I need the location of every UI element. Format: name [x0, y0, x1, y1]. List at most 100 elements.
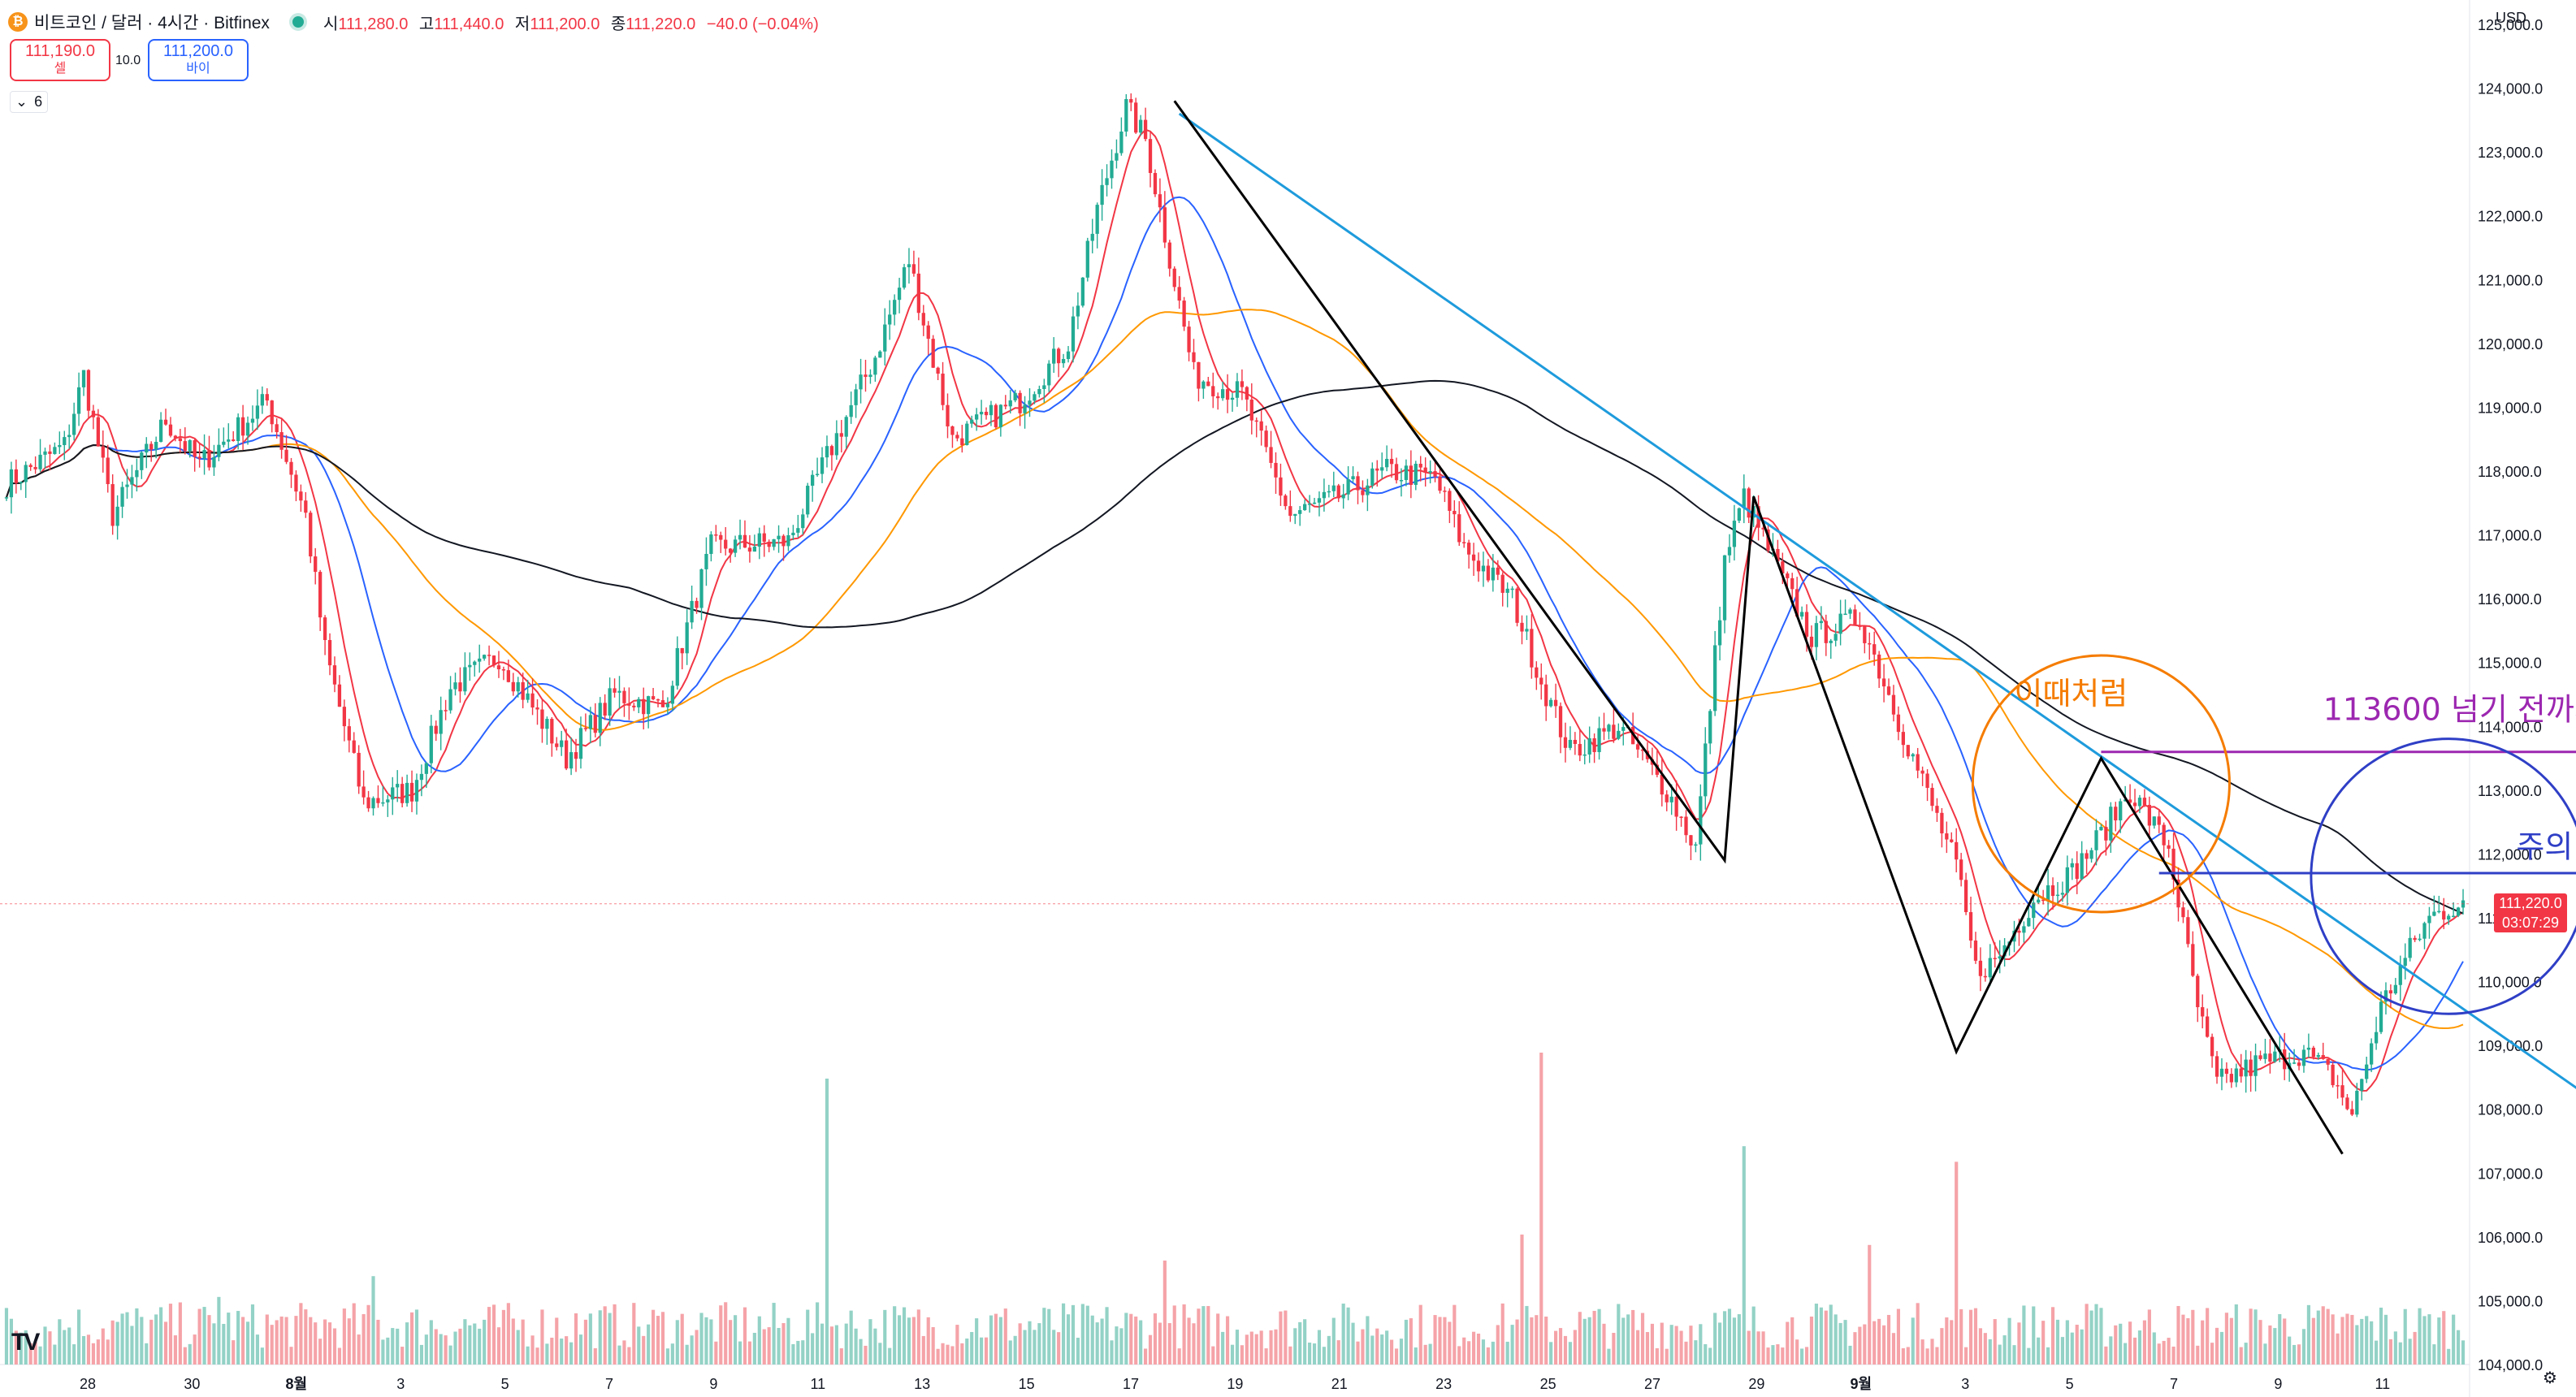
volume-bar — [647, 1324, 651, 1365]
currency-label[interactable]: USD — [2496, 10, 2527, 26]
volume-bar — [357, 1334, 361, 1365]
candle-body — [757, 533, 761, 547]
candle-body — [680, 647, 684, 654]
volume-bar — [1240, 1345, 1244, 1365]
volume-bar — [106, 1339, 110, 1365]
volume-bar — [777, 1328, 781, 1365]
candle-body — [1370, 468, 1375, 486]
volume-bar — [1197, 1308, 1201, 1365]
candle-body — [1950, 839, 1954, 842]
buy-button[interactable]: 111,200.0 바이 — [148, 39, 249, 81]
candle-body — [1453, 510, 1457, 515]
volume-bar — [989, 1315, 994, 1365]
volume-bar — [950, 1346, 955, 1365]
volume-bar — [2311, 1317, 2315, 1365]
candle-body — [1587, 737, 1591, 755]
volume-bar — [91, 1343, 95, 1365]
candle-body — [1119, 132, 1123, 154]
candle-body — [2239, 1068, 2243, 1077]
volume-bar — [1535, 1315, 1539, 1365]
candle-body — [1549, 699, 1553, 707]
x-tick-label: 3 — [396, 1376, 405, 1392]
volume-bar — [2032, 1306, 2036, 1365]
candle-body — [1211, 386, 1215, 396]
volume-bar — [921, 1335, 925, 1365]
volume-bar — [2132, 1337, 2137, 1365]
volume-bar — [878, 1343, 882, 1365]
candle-body — [1288, 506, 1292, 517]
candle-body — [414, 780, 419, 802]
candle-body — [747, 547, 752, 552]
candle-body — [1945, 833, 1949, 840]
volume-bar — [135, 1308, 139, 1365]
candle-body — [1366, 485, 1370, 495]
candle-body — [463, 667, 467, 692]
volume-bar — [1448, 1321, 1452, 1365]
candle-body — [1414, 464, 1418, 485]
candle-body — [1028, 400, 1032, 405]
volume-bar — [593, 1347, 597, 1365]
candle-body — [1394, 464, 1399, 481]
volume-bar — [2142, 1320, 2146, 1365]
candle-body — [815, 474, 820, 475]
candle-body — [2253, 1055, 2258, 1076]
volume-bar — [2326, 1308, 2330, 1365]
candle-body — [1786, 573, 1790, 578]
gear-icon[interactable]: ⚙ — [2543, 1369, 2557, 1387]
volume-bar — [1848, 1345, 1852, 1365]
volume-bar — [154, 1314, 158, 1365]
indicator-toggle[interactable]: ⌄ 6 — [10, 91, 49, 113]
volume-bar — [690, 1335, 694, 1365]
candle-body — [709, 534, 713, 555]
volume-bar — [1129, 1313, 1133, 1365]
candle-body — [2297, 1062, 2301, 1066]
candle-body — [1182, 301, 1186, 327]
volume-bar — [2046, 1347, 2050, 1365]
candle-body — [255, 405, 260, 419]
volume-bar — [820, 1323, 825, 1365]
volume-bar — [1582, 1318, 1587, 1365]
candle-body — [1877, 654, 1881, 679]
candle-body — [1279, 477, 1283, 496]
volume-bar — [1699, 1324, 1703, 1365]
candle-body — [1747, 488, 1751, 518]
volume-bar — [366, 1304, 370, 1365]
volume-bar — [1404, 1319, 1408, 1365]
volume-bar — [1766, 1347, 1770, 1365]
candle-body — [911, 264, 916, 274]
candle-body — [979, 411, 984, 415]
sell-button[interactable]: 111,190.0 셀 — [10, 39, 110, 81]
candle-body — [81, 370, 86, 387]
volume-bar — [2080, 1329, 2084, 1365]
candle-body — [396, 784, 400, 788]
candle-body — [2234, 1068, 2238, 1083]
candle-body — [2340, 1085, 2344, 1098]
volume-bar — [1940, 1328, 1944, 1365]
candle-body — [1303, 504, 1307, 511]
volume-bar — [163, 1321, 168, 1365]
y-tick-label: 116,000.0 — [2478, 591, 2542, 608]
candle-body — [2365, 1064, 2369, 1079]
candle-body — [314, 556, 318, 573]
candle-body — [1071, 316, 1076, 352]
candle-body — [140, 452, 144, 470]
x-tick-label: 29 — [1748, 1376, 1764, 1392]
volume-bar — [916, 1309, 920, 1365]
volume-bar — [752, 1332, 756, 1365]
tradingview-logo[interactable]: TV — [11, 1329, 40, 1356]
volume-bar — [483, 1319, 487, 1365]
candle-body — [448, 689, 452, 711]
volume-bar — [327, 1322, 332, 1365]
volume-bar — [1013, 1335, 1017, 1365]
volume-bar — [2104, 1346, 2108, 1365]
candle-body — [1886, 686, 1891, 695]
candle-body — [2456, 907, 2461, 916]
candle-body — [1293, 513, 1297, 517]
volume-bar — [96, 1339, 100, 1365]
candle-body — [2152, 816, 2156, 826]
candle-body — [1491, 567, 1495, 581]
volume-bar — [2301, 1329, 2306, 1365]
volume-bar — [816, 1302, 820, 1365]
symbol-title[interactable]: 비트코인 / 달러 · 4시간 · Bitfinex — [34, 14, 270, 32]
